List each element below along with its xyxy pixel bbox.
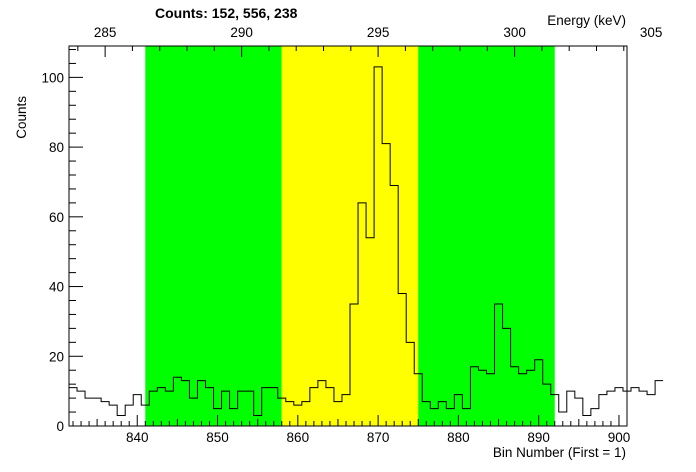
y-tick-label: 0 — [56, 419, 64, 434]
region-2 — [418, 46, 555, 426]
x-tick-label: 840 — [126, 430, 149, 445]
y-axis-label: Counts — [14, 96, 29, 139]
x-tick-label: 860 — [287, 430, 310, 445]
top-tick-label: 290 — [230, 25, 253, 40]
top-tick-label: 285 — [94, 25, 117, 40]
y-tick-label: 60 — [49, 210, 64, 225]
y-tick-label: 40 — [49, 280, 64, 295]
histogram-line — [69, 66, 664, 417]
x-tick-label: 850 — [206, 430, 229, 445]
x-tick-label: 890 — [527, 430, 550, 445]
x-tick-label: 870 — [367, 430, 390, 445]
y-tick-label: 100 — [41, 70, 64, 85]
top-axis-ticks: 285 290 295 300 305 — [77, 25, 663, 57]
x-axis-ticks: 840 850 860 870 880 890 900 — [72, 415, 631, 445]
top-tick-label: 300 — [503, 25, 526, 40]
top-tick-label: 295 — [367, 25, 390, 40]
x-axis-label: Bin Number (First = 1) — [493, 445, 626, 460]
x-tick-label: 900 — [608, 430, 631, 445]
region-0 — [145, 46, 282, 426]
y-axis-ticks: 0 20 40 60 80 100 — [41, 48, 83, 434]
highlight-regions — [145, 46, 555, 426]
y-tick-label: 80 — [49, 140, 64, 155]
x-tick-label: 880 — [447, 430, 470, 445]
y-tick-label: 20 — [49, 349, 64, 364]
chart-title: Counts: 152, 556, 238 — [155, 5, 298, 21]
top-tick-label: 305 — [640, 25, 663, 40]
plot-frame — [68, 45, 628, 427]
top-axis-label: Energy (keV) — [547, 13, 626, 28]
